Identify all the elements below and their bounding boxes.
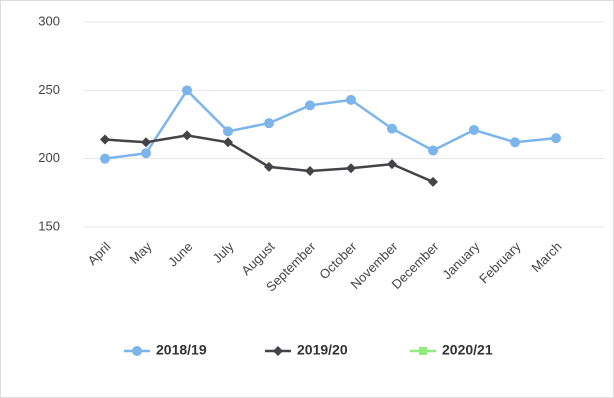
legend-label: 2019/20: [297, 342, 348, 358]
legend-marker: [132, 346, 142, 356]
point: [346, 94, 356, 105]
point: [223, 137, 233, 148]
series-line: [104, 88, 557, 160]
y-tick-label: 300: [38, 13, 60, 28]
legend-item: 2019/20: [265, 342, 348, 358]
point: [264, 118, 274, 129]
legend-label: 2020/21: [442, 342, 493, 358]
point: [141, 148, 151, 159]
point: [305, 100, 315, 111]
point: [469, 124, 479, 135]
point: [182, 130, 192, 141]
point: [387, 159, 397, 170]
point: [264, 161, 274, 172]
point: [510, 137, 520, 148]
legend-marker: [419, 347, 427, 355]
y-tick-label: 250: [38, 82, 60, 97]
point: [100, 134, 110, 145]
point: [305, 165, 315, 176]
legend-item: 2020/21: [410, 342, 493, 358]
point: [346, 163, 356, 174]
point: [223, 126, 233, 137]
point: [182, 85, 192, 96]
point: [428, 176, 438, 187]
legend-item: 2018/19: [124, 342, 207, 358]
legend-marker: [273, 346, 283, 356]
point: [141, 137, 151, 148]
y-tick-label: 150: [38, 218, 60, 233]
point: [551, 133, 561, 144]
point: [387, 123, 397, 134]
legend-label: 2018/19: [156, 342, 207, 358]
y-tick-label: 200: [38, 150, 60, 165]
point: [100, 153, 110, 164]
point: [428, 145, 438, 156]
